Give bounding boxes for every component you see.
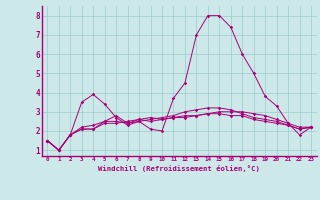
X-axis label: Windchill (Refroidissement éolien,°C): Windchill (Refroidissement éolien,°C) bbox=[98, 165, 260, 172]
